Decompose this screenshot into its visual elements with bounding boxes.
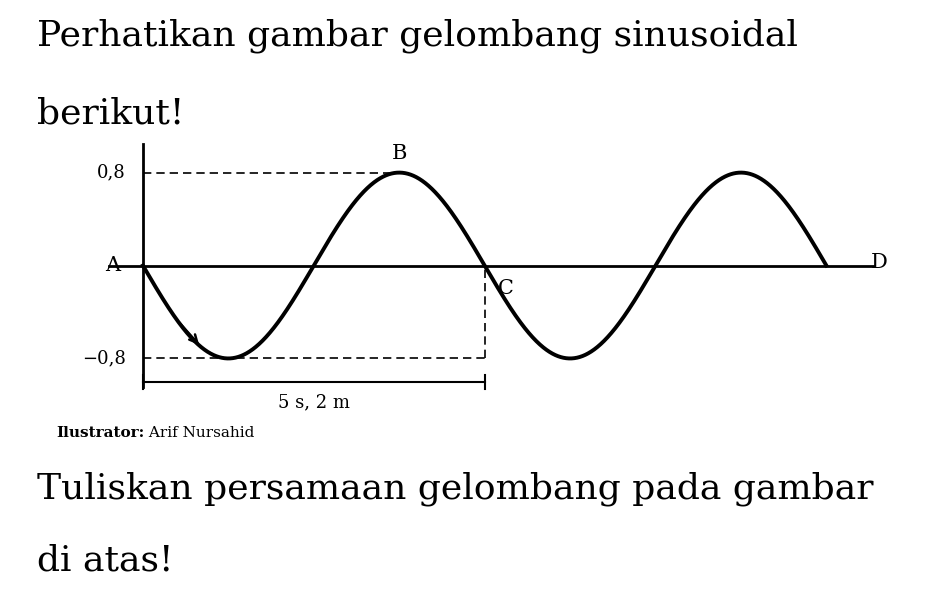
Text: A: A — [105, 256, 120, 275]
Text: Ilustrator:: Ilustrator: — [56, 426, 144, 440]
Text: di atas!: di atas! — [37, 544, 173, 577]
Text: D: D — [870, 252, 887, 272]
Text: Arif Nursahid: Arif Nursahid — [144, 426, 254, 440]
Text: 0,8: 0,8 — [97, 164, 126, 182]
Text: −0,8: −0,8 — [82, 350, 126, 367]
Text: berikut!: berikut! — [37, 97, 185, 130]
Text: B: B — [391, 144, 407, 163]
Text: 5 s, 2 m: 5 s, 2 m — [278, 393, 350, 411]
Text: Tuliskan persamaan gelombang pada gambar: Tuliskan persamaan gelombang pada gambar — [37, 471, 874, 506]
Text: C: C — [499, 280, 514, 298]
Text: Perhatikan gambar gelombang sinusoidal: Perhatikan gambar gelombang sinusoidal — [37, 18, 799, 53]
